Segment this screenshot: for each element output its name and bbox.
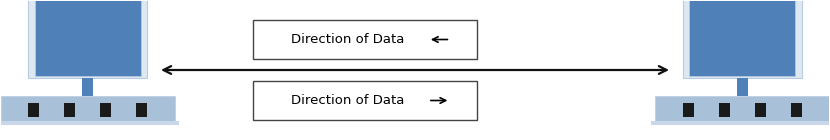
Bar (82, 78, 94, 96)
FancyBboxPatch shape (35, 0, 141, 76)
Bar (755, 103, 765, 117)
Text: Direction of Data: Direction of Data (290, 33, 404, 46)
Bar (136, 103, 147, 117)
Text: Direction of Data: Direction of Data (290, 94, 404, 107)
FancyBboxPatch shape (28, 0, 148, 78)
FancyBboxPatch shape (253, 20, 477, 59)
Bar (100, 103, 111, 117)
FancyBboxPatch shape (253, 81, 477, 120)
Bar (791, 103, 802, 117)
FancyBboxPatch shape (689, 0, 795, 76)
FancyBboxPatch shape (1, 96, 174, 121)
FancyBboxPatch shape (656, 96, 829, 121)
Bar (683, 103, 694, 117)
FancyBboxPatch shape (682, 0, 802, 78)
Bar (651, 121, 830, 125)
Bar (0, 121, 179, 125)
Bar (65, 103, 75, 117)
Bar (28, 103, 39, 117)
Bar (736, 78, 748, 96)
Bar (719, 103, 730, 117)
